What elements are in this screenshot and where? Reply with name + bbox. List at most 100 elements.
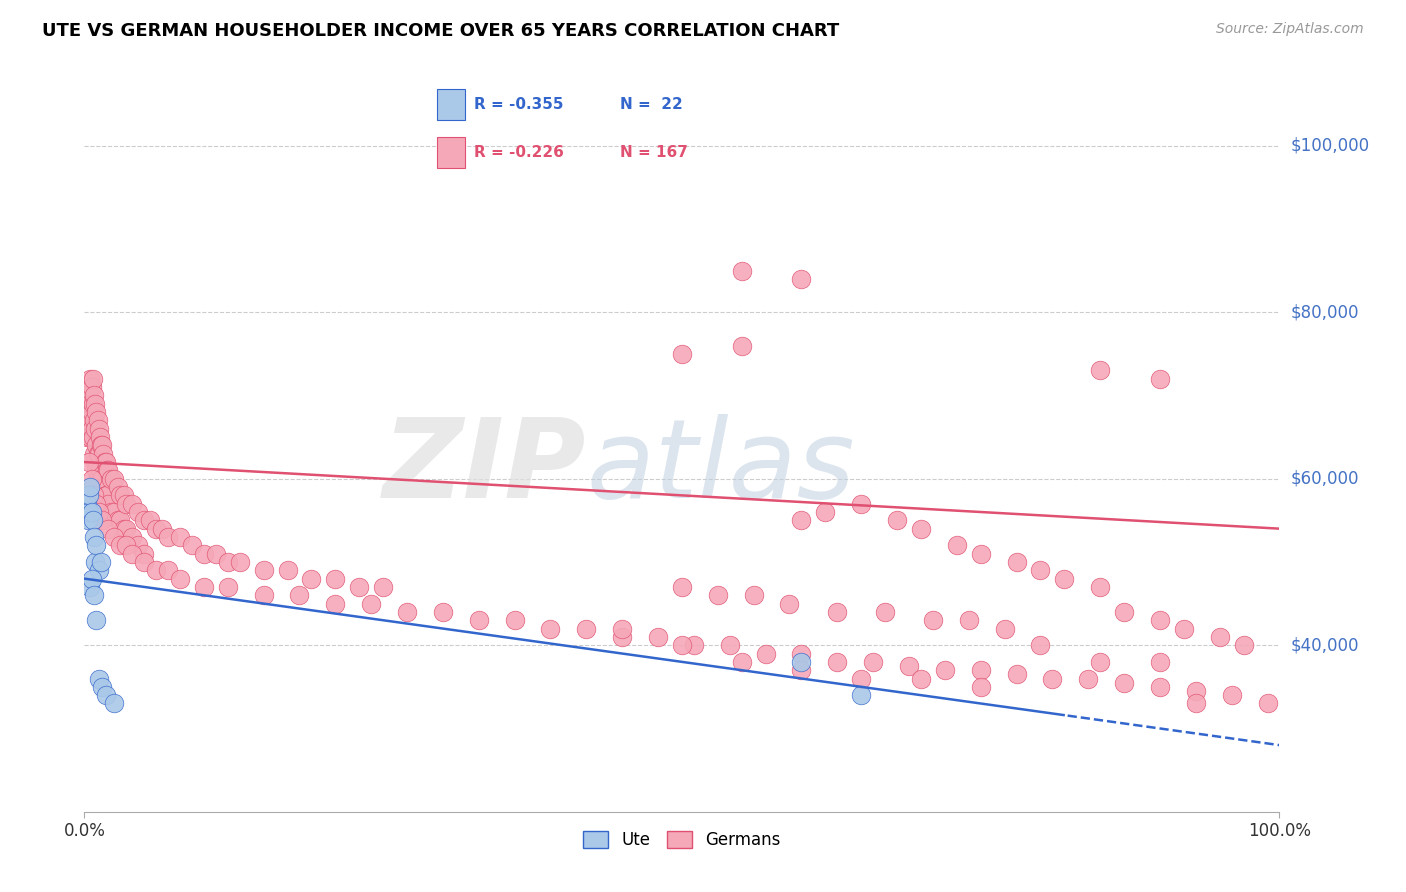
Point xyxy=(755,647,778,661)
Point xyxy=(169,572,191,586)
Point xyxy=(1149,680,1171,694)
Point xyxy=(432,605,454,619)
Point xyxy=(612,630,634,644)
Point xyxy=(127,538,149,552)
Point xyxy=(112,488,135,502)
Point xyxy=(93,447,115,461)
Point xyxy=(89,463,111,477)
Point xyxy=(82,372,104,386)
Point xyxy=(90,438,112,452)
Point xyxy=(1149,372,1171,386)
Point xyxy=(91,680,114,694)
Point xyxy=(86,438,108,452)
Point xyxy=(540,622,562,636)
Point xyxy=(132,555,156,569)
Point xyxy=(790,513,813,527)
Point xyxy=(731,655,754,669)
Point xyxy=(396,605,419,619)
Point xyxy=(86,538,108,552)
Point xyxy=(253,588,276,602)
Point xyxy=(288,588,311,602)
Point xyxy=(100,472,122,486)
Point xyxy=(1114,675,1136,690)
Point xyxy=(121,497,143,511)
Point xyxy=(76,497,98,511)
Point xyxy=(1233,638,1256,652)
Point xyxy=(1005,555,1028,569)
Point xyxy=(1090,580,1112,594)
Point xyxy=(851,688,873,702)
Point xyxy=(77,455,100,469)
Point xyxy=(970,680,993,694)
Point xyxy=(150,522,173,536)
Point xyxy=(1209,630,1232,644)
Point xyxy=(970,663,993,677)
Point xyxy=(301,572,323,586)
Point xyxy=(94,688,117,702)
Point xyxy=(468,613,491,627)
Point xyxy=(121,547,143,561)
Point xyxy=(731,338,754,352)
Point xyxy=(91,438,114,452)
Point xyxy=(107,480,129,494)
Point xyxy=(957,613,980,627)
Point xyxy=(1149,655,1171,669)
Point xyxy=(93,455,115,469)
Bar xyxy=(437,89,465,120)
Text: $60,000: $60,000 xyxy=(1291,470,1360,488)
Point xyxy=(1090,363,1112,377)
Point xyxy=(86,413,108,427)
Point xyxy=(277,563,299,577)
Point xyxy=(157,563,180,577)
Point xyxy=(1185,684,1208,698)
Point xyxy=(91,513,114,527)
Point xyxy=(349,580,371,594)
Point xyxy=(1257,697,1279,711)
Point xyxy=(93,480,115,494)
Point xyxy=(97,522,120,536)
Text: R = -0.355: R = -0.355 xyxy=(474,97,564,112)
Point xyxy=(1042,672,1064,686)
Point xyxy=(671,580,693,594)
Point xyxy=(86,447,108,461)
Point xyxy=(83,413,105,427)
Text: N = 167: N = 167 xyxy=(620,145,688,161)
Point xyxy=(103,505,125,519)
Point xyxy=(87,447,110,461)
Text: ZIP: ZIP xyxy=(382,414,586,521)
Point xyxy=(1220,688,1243,702)
Point xyxy=(86,497,108,511)
Point xyxy=(77,413,100,427)
Point xyxy=(84,422,107,436)
Point xyxy=(790,272,813,286)
Point xyxy=(96,463,118,477)
Bar xyxy=(437,137,465,168)
Point xyxy=(193,580,215,594)
Point xyxy=(97,497,120,511)
Point xyxy=(671,638,693,652)
Point xyxy=(77,505,100,519)
Point xyxy=(97,463,120,477)
Point xyxy=(77,388,100,402)
Point xyxy=(217,555,239,569)
Point xyxy=(79,430,101,444)
Point xyxy=(994,622,1017,636)
Point xyxy=(671,347,693,361)
Point xyxy=(103,530,125,544)
Point xyxy=(169,530,191,544)
Point xyxy=(1173,622,1195,636)
Point xyxy=(83,488,105,502)
Point xyxy=(1029,563,1052,577)
Point xyxy=(1053,572,1076,586)
Point xyxy=(1114,605,1136,619)
Text: N =  22: N = 22 xyxy=(620,97,683,112)
Point xyxy=(325,597,347,611)
Point xyxy=(253,563,276,577)
Point xyxy=(205,547,228,561)
Point xyxy=(145,563,167,577)
Point xyxy=(718,638,741,652)
Point xyxy=(575,622,598,636)
Point xyxy=(373,580,395,594)
Point xyxy=(94,488,117,502)
Point xyxy=(132,513,156,527)
